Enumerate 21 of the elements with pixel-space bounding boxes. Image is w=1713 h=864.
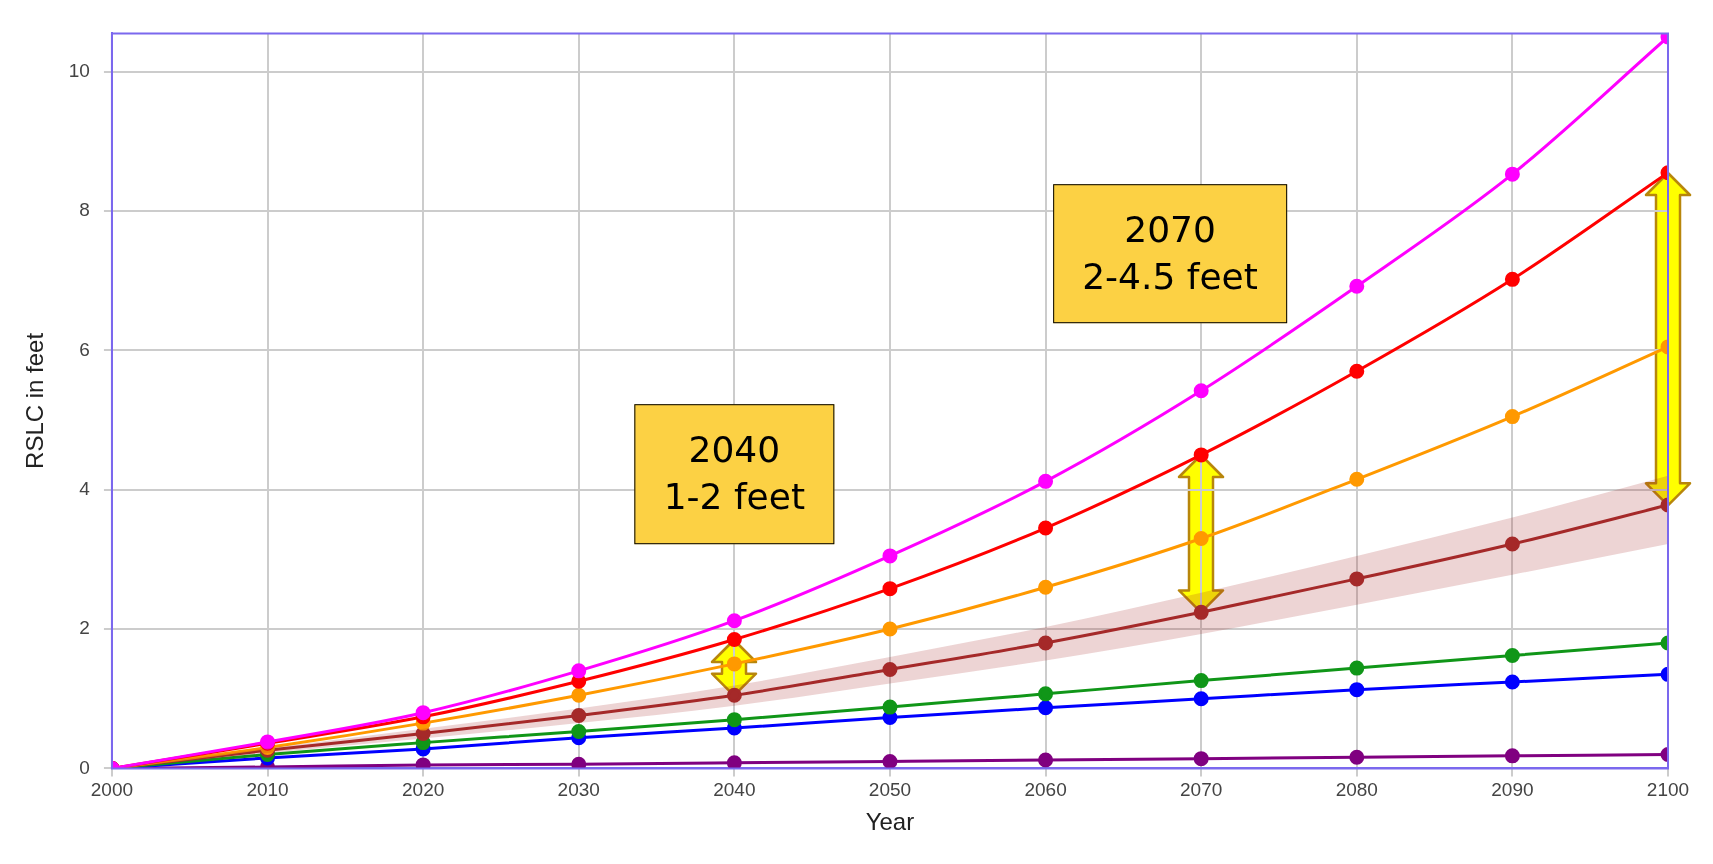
y-tick-label: 4 (79, 477, 91, 499)
y-axis-title: RSLC in feet (21, 332, 49, 469)
y-tick-label: 6 (79, 338, 90, 360)
x-tick-label: 2000 (90, 779, 134, 801)
y-tick-label: 10 (68, 59, 90, 81)
x-tick-label: 2020 (402, 779, 445, 801)
annotation: 2070 2-4.5 feet (1053, 184, 1287, 324)
x-tick-label: 2050 (868, 779, 912, 801)
x-tick-label: 2070 (1180, 779, 1223, 801)
y-tick-label: 2 (79, 617, 90, 639)
y-tick-label: 8 (79, 199, 90, 221)
x-axis-title: Year (865, 808, 915, 836)
x-tick-label: 2030 (557, 779, 600, 801)
x-tick-label: 2060 (1024, 779, 1067, 801)
x-tick-label: 2080 (1335, 779, 1378, 801)
annotation: 2040 1-2 feet (634, 404, 835, 545)
x-tick-label: 2040 (713, 779, 756, 801)
x-tick-label: 2090 (1491, 779, 1534, 801)
y-tick-label: 0 (79, 756, 90, 778)
x-tick-label: 2010 (246, 779, 289, 801)
x-tick-label: 2100 (1646, 779, 1690, 801)
